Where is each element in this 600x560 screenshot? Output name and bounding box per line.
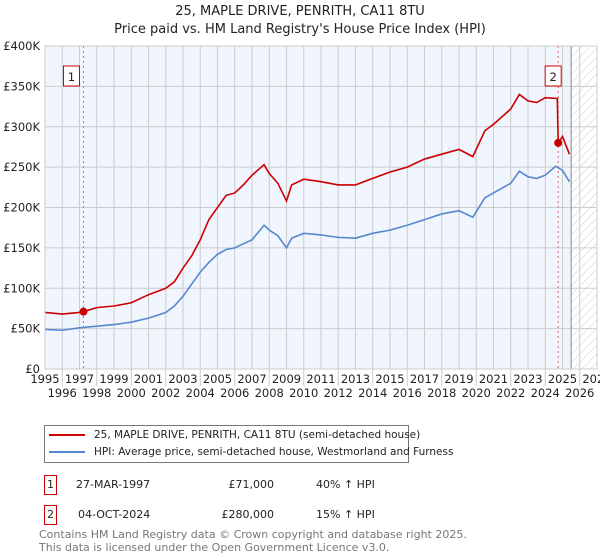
x-tick-label: 2000 [117, 386, 146, 400]
x-tick-label: 2016 [393, 386, 422, 400]
sale-price: £280,000 [221, 508, 275, 521]
x-tick-label: 2011 [306, 372, 335, 386]
legend-item-property: 25, MAPLE DRIVE, PENRITH, CA11 8TU (semi… [45, 426, 420, 443]
y-tick-label: £350K [3, 79, 40, 93]
sale-hpi: 15% ↑ HPI [316, 508, 375, 521]
x-tick-label: 2024 [531, 386, 560, 400]
sale-point [554, 138, 563, 147]
x-tick-label: 2008 [255, 386, 284, 400]
y-tick-label: £250K [3, 160, 40, 174]
chart-subtitle: Price paid vs. HM Land Registry's House … [114, 22, 486, 37]
x-tick-label: 2025 [548, 372, 577, 386]
series-line [44, 93, 571, 315]
sale-date: 04-OCT-2024 [78, 508, 151, 521]
sale-badge: 2 [44, 505, 57, 525]
sale-row-1: 1 27-MAR-1997 £71,000 40% ↑ HPI [44, 475, 444, 495]
plot-frame [44, 45, 598, 370]
sale-date: 27-MAR-1997 [76, 478, 151, 491]
sale-badge-label: 1 [68, 70, 75, 84]
x-tick-label: 2020 [462, 386, 491, 400]
x-tick-label: 1996 [48, 386, 77, 400]
sale-badge-box [62, 65, 80, 87]
x-tick-label: 1995 [30, 372, 59, 386]
y-tick-label: £200K [3, 201, 40, 215]
y-tick-label: £300K [3, 120, 40, 134]
y-tick-label: £0 [25, 362, 40, 376]
sale-point [79, 307, 88, 316]
y-tick-label: £150K [3, 241, 40, 255]
sale-row-2: 2 04-OCT-2024 £280,000 15% ↑ HPI [44, 505, 444, 525]
footer: Contains HM Land Registry data © Crown c… [39, 528, 467, 554]
sale-hpi: 40% ↑ HPI [316, 478, 375, 491]
x-tick-label: 2021 [479, 372, 508, 386]
sale-badge: 1 [44, 475, 57, 495]
footer-line: This data is licensed under the Open Gov… [39, 541, 390, 554]
x-tick-label: 2013 [341, 372, 370, 386]
x-tick-label: 2004 [186, 386, 215, 400]
x-tick-label: 2027 [582, 372, 600, 386]
x-tick-label: 2023 [513, 372, 542, 386]
sale-price: £71,000 [228, 478, 275, 491]
x-tick-label: 1997 [65, 372, 94, 386]
x-tick-label: 2005 [203, 372, 232, 386]
y-tick-label: £100K [3, 281, 40, 295]
y-tick-label: £50K [11, 322, 41, 336]
x-tick-label: 2015 [375, 372, 404, 386]
x-tick-label: 1998 [82, 386, 111, 400]
legend-label: 25, MAPLE DRIVE, PENRITH, CA11 8TU (semi… [94, 428, 421, 441]
price-chart: £0 £50K £100K £150K £200K £250K £300K £350K £400… [3, 39, 600, 400]
x-tick-label: 2003 [168, 372, 197, 386]
x-tick-label: 1999 [99, 372, 128, 386]
sale-badge-box [544, 65, 562, 87]
x-tick-label: 2014 [358, 386, 387, 400]
x-tick-label: 2017 [410, 372, 439, 386]
y-tick-label: £400K [3, 39, 40, 53]
x-tick-label: 2026 [565, 386, 594, 400]
x-tick-label: 2001 [134, 372, 163, 386]
x-tick-label: 2018 [427, 386, 456, 400]
x-tick-label: 2022 [496, 386, 525, 400]
footer-line: Contains HM Land Registry data © Crown c… [39, 528, 467, 541]
legend: 25, MAPLE DRIVE, PENRITH, CA11 8TU (semi… [44, 425, 453, 463]
x-tick-label: 2012 [324, 386, 353, 400]
x-tick-label: 2009 [272, 372, 301, 386]
sale-badge-label: 2 [550, 70, 557, 84]
legend-label: HPI: Average price, semi-detached house,… [94, 445, 454, 458]
chart-title: 25, MAPLE DRIVE, PENRITH, CA11 8TU [175, 4, 425, 19]
legend-item-hpi: HPI: Average price, semi-detached house,… [45, 443, 453, 460]
x-tick-label: 2019 [444, 372, 473, 386]
x-tick-label: 2010 [289, 386, 318, 400]
x-tick-label: 2007 [237, 372, 266, 386]
x-tick-label: 2006 [220, 386, 249, 400]
x-tick-label: 2002 [151, 386, 180, 400]
series-line [44, 165, 571, 332]
